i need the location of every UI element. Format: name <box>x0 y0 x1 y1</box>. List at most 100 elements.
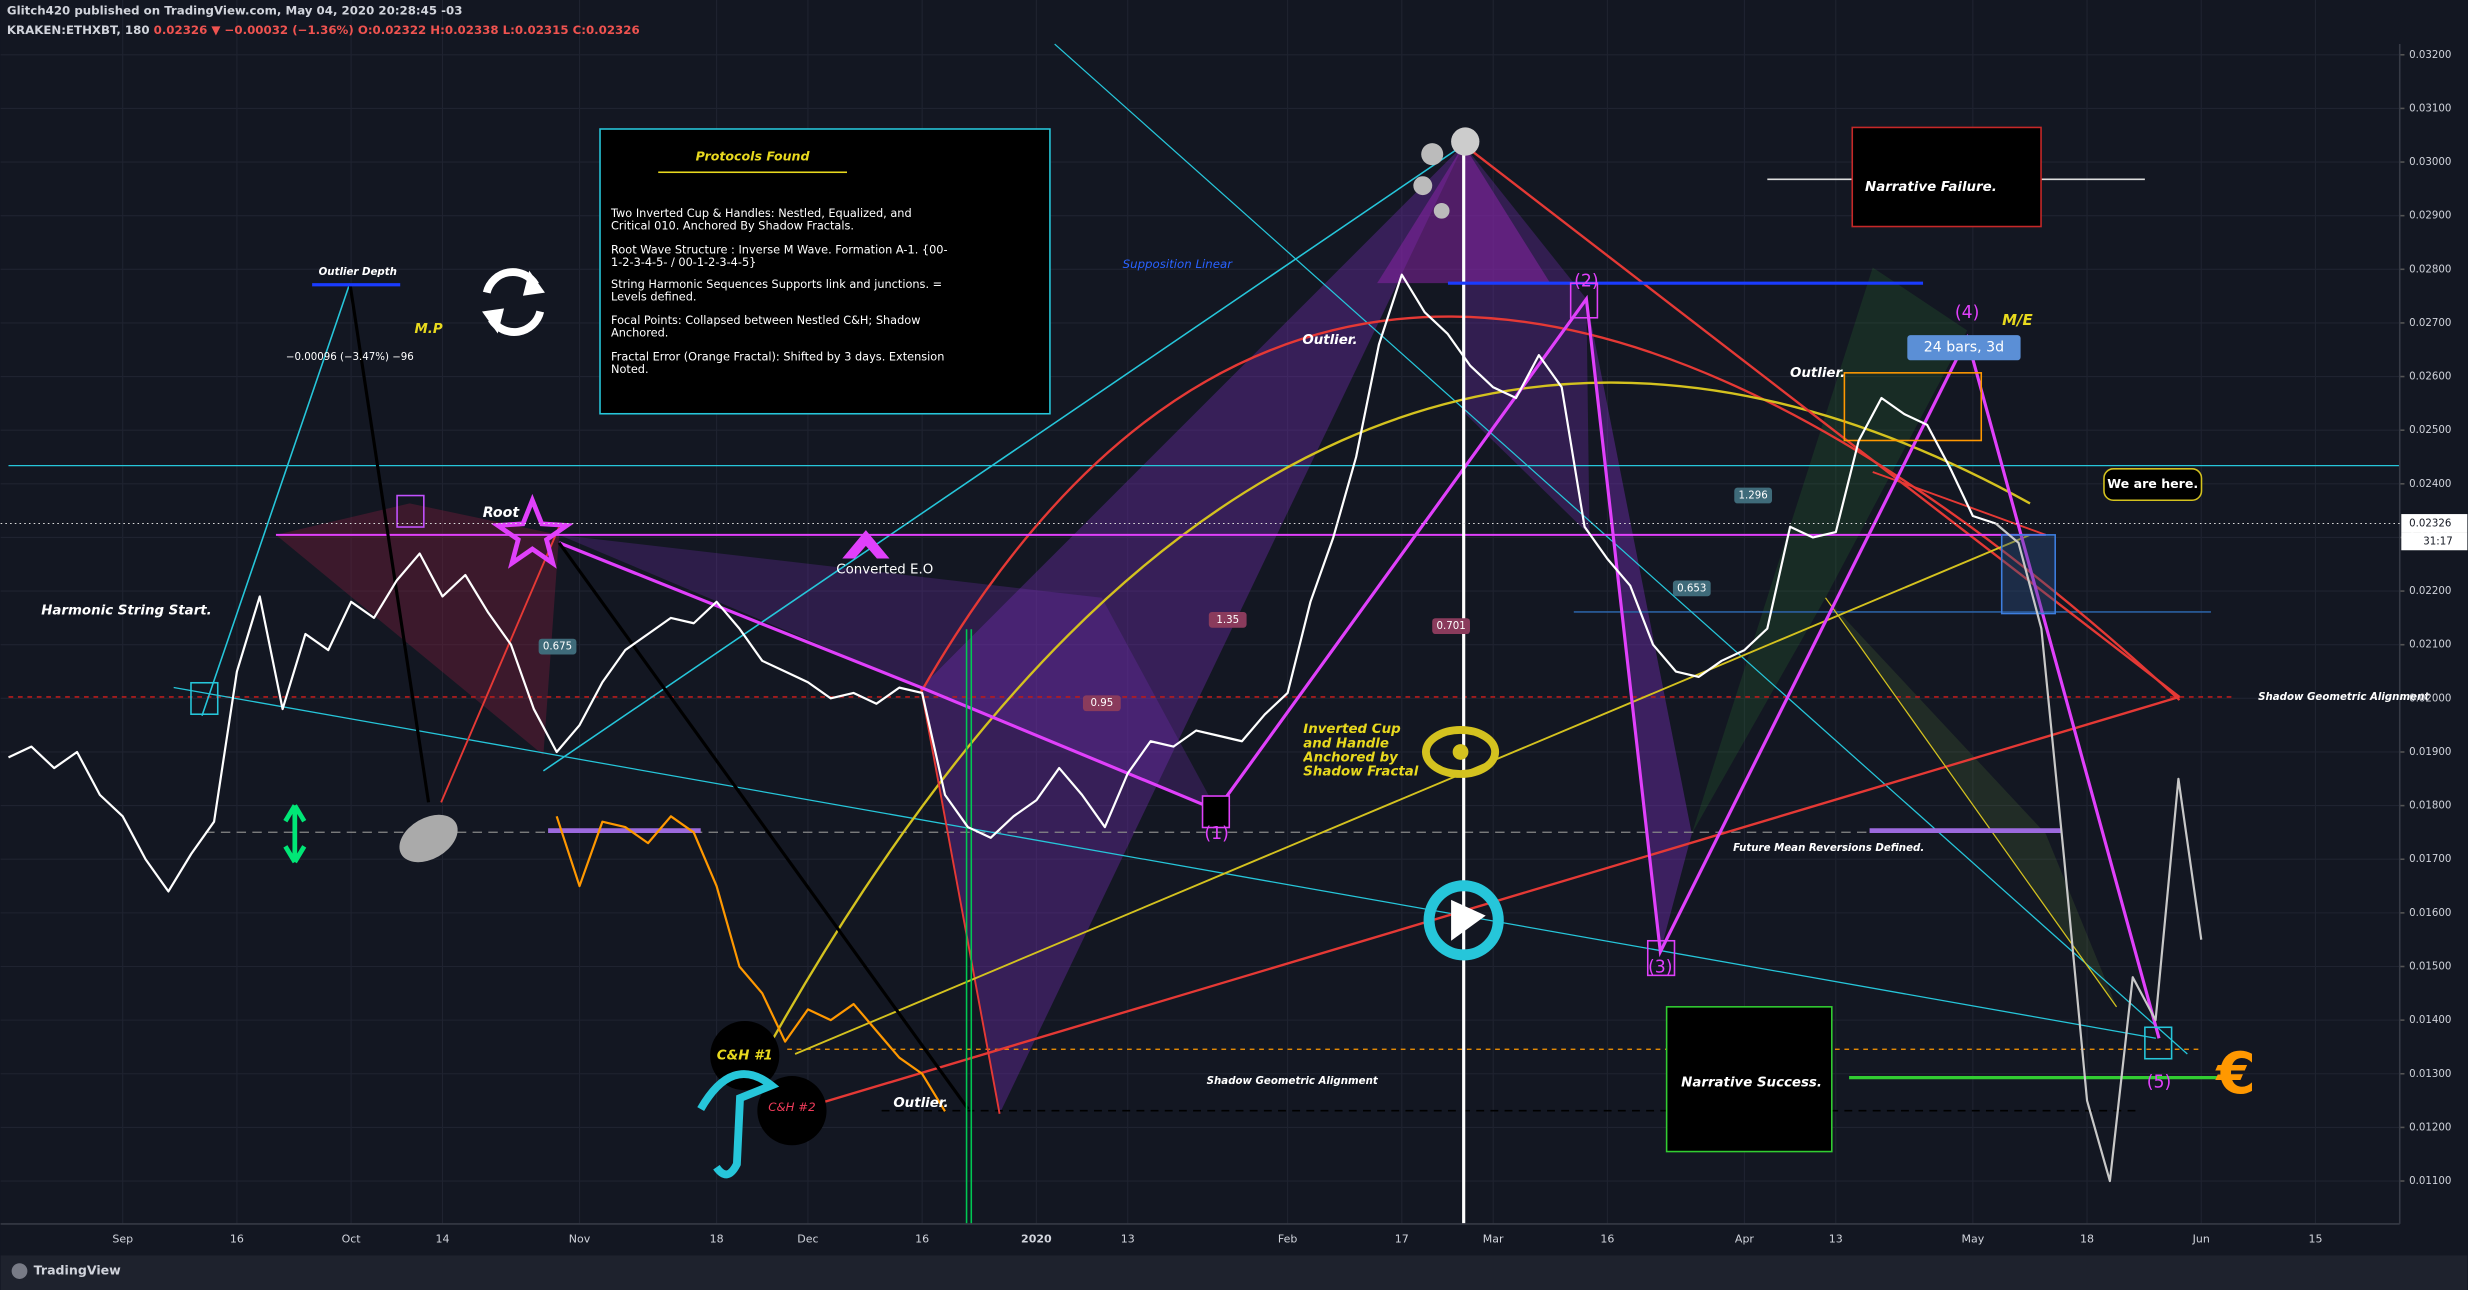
icon-ring <box>1423 880 1504 961</box>
x-tick-label: 16 <box>915 1233 929 1246</box>
x-tick-label: Oct <box>342 1233 362 1246</box>
annotation: € <box>2214 1041 2255 1107</box>
annotation: Narrative Failure. <box>1865 180 1997 195</box>
x-tick-label: Mar <box>1483 1233 1504 1246</box>
trend-line <box>348 282 431 803</box>
protocols-note: Protocols Found Two Inverted Cup & Handle… <box>611 151 948 377</box>
annotation: Outlier Depth <box>319 267 397 278</box>
x-tick-label: 18 <box>710 1233 724 1246</box>
note-box <box>599 128 1051 415</box>
x-tick-label: 2020 <box>1021 1233 1052 1246</box>
series <box>0 273 2400 1183</box>
y-tick-label: 0.01400 <box>2409 1015 2451 1026</box>
y-tick-label: 0.01200 <box>2409 1122 2451 1133</box>
trend-line <box>920 687 1001 1114</box>
y-tick-label: 0.01900 <box>2409 747 2451 758</box>
annotation: Future Mean Reversions Defined. <box>1733 843 1924 854</box>
protocols-item: Fractal Error (Orange Fractal): Shifted … <box>611 349 945 377</box>
trend-line <box>1054 43 2188 1055</box>
y-tick-label: 0.02000 <box>2409 693 2451 704</box>
y-tick-label: 0.02800 <box>2409 264 2451 275</box>
trend-line <box>794 695 2180 1112</box>
annotation: C&H #1 <box>717 1049 773 1064</box>
eye-icon <box>1421 726 1500 778</box>
note-box <box>2103 468 2203 502</box>
trend-line <box>201 282 351 717</box>
note-box <box>1907 335 2021 361</box>
x-tick-label: 17 <box>1395 1233 1409 1246</box>
harmonic-fill <box>1586 298 1692 952</box>
protocols-item: String Harmonic Sequences Supports link … <box>611 277 943 305</box>
annotation: C&H #2 <box>768 1100 815 1114</box>
x-tick-label: Sep <box>112 1233 133 1246</box>
ratio-box <box>1672 580 1711 597</box>
logo <box>11 1263 28 1279</box>
marker-box <box>396 494 425 528</box>
annotation: Converted E.O <box>836 562 933 577</box>
eye-icon <box>1452 744 1469 760</box>
y-tick-label: 0.03000 <box>2409 157 2451 168</box>
annotation: (2) <box>1574 272 1599 292</box>
marker-box <box>190 681 219 716</box>
marker-box <box>2144 1026 2173 1060</box>
x-tick-label: Nov <box>569 1233 591 1246</box>
annotations: Outlier Depth M.P −0.00096 (−3.47%) −96 Har… <box>41 151 2430 1114</box>
footer-bar <box>0 1255 2468 1290</box>
trend-line <box>440 526 560 803</box>
symbol: KRAKEN:ETHXBT, 180 <box>7 22 150 36</box>
annotation: (4) <box>1955 303 1980 323</box>
x-tick-label: 15 <box>2308 1233 2322 1246</box>
y-tick-label: 0.02200 <box>2409 586 2451 597</box>
point <box>1433 202 1450 219</box>
y-tick-label: 0.02400 <box>2409 479 2451 490</box>
refresh-icon <box>482 308 505 334</box>
x-tick-label: 13 <box>1121 1233 1135 1246</box>
footer-brand: TradingView <box>34 1263 122 1278</box>
annotation: Shadow Geometric Alignment <box>1207 1076 1379 1087</box>
annotation: (5) <box>2147 1072 2172 1092</box>
marker-box <box>1646 939 1676 977</box>
annotation: Narrative Success. <box>1681 1075 1822 1090</box>
annotation: (3) <box>1648 958 1673 978</box>
arc <box>919 315 2181 701</box>
x-tick-label: 16 <box>1600 1233 1614 1246</box>
note-box <box>1851 126 2042 228</box>
point <box>1413 176 1433 196</box>
ratio-box <box>1208 611 1247 628</box>
symbol-line: KRAKEN:ETHXBT, 180 0.02326 ▼ −0.00032 (−… <box>7 22 640 36</box>
ratio-label: 0.675 <box>543 642 572 653</box>
arrow-icon <box>283 804 307 864</box>
annotation: Outlier. <box>893 1096 948 1111</box>
leaf-icon <box>399 814 458 863</box>
ratio-box <box>1432 618 1470 634</box>
annotation: M/E <box>2002 311 2033 329</box>
price-line <box>1994 522 2203 1183</box>
protocols-item: Two Inverted Cup & Handles: Nestled, Equ… <box>611 205 912 233</box>
trend-line <box>557 541 970 1111</box>
x-tick-label: 18 <box>2080 1233 2094 1246</box>
last-price-box <box>2401 514 2468 533</box>
refresh-icon <box>522 270 545 296</box>
trend-line <box>1824 597 2118 1008</box>
badge <box>757 1076 827 1146</box>
x-tick-label: Feb <box>1278 1233 1297 1246</box>
publisher: Glitch420 published on TradingView.com, … <box>7 4 463 18</box>
star-icon <box>490 493 574 569</box>
badge <box>710 1020 780 1091</box>
annotation: Inverted Cup and Handle Anchored by Shad… <box>1303 724 1418 779</box>
x-tick-label: 16 <box>230 1233 244 1246</box>
y-tick-label: 0.01800 <box>2409 801 2451 812</box>
annotation: Shadow Geometric Alignment <box>2258 692 2430 703</box>
y-tick-label: 0.01500 <box>2409 961 2451 972</box>
y-tick-label: 0.03200 <box>2409 50 2451 61</box>
arrow-icon <box>842 530 890 559</box>
y-tick-label: 0.02600 <box>2409 372 2451 383</box>
annotation: Outlier. <box>1790 366 1845 381</box>
trend-line <box>1462 143 2181 698</box>
ohlc: O:0.02322 H:0.02338 L:0.02315 C:0.02326 <box>358 22 640 36</box>
ratio-label: 0.653 <box>1677 583 1706 594</box>
y-tick-label: 0.01600 <box>2409 908 2451 919</box>
protocols-item: Focal Points: Collapsed between Nestled … <box>611 313 921 341</box>
ratio-box <box>1082 695 1121 712</box>
